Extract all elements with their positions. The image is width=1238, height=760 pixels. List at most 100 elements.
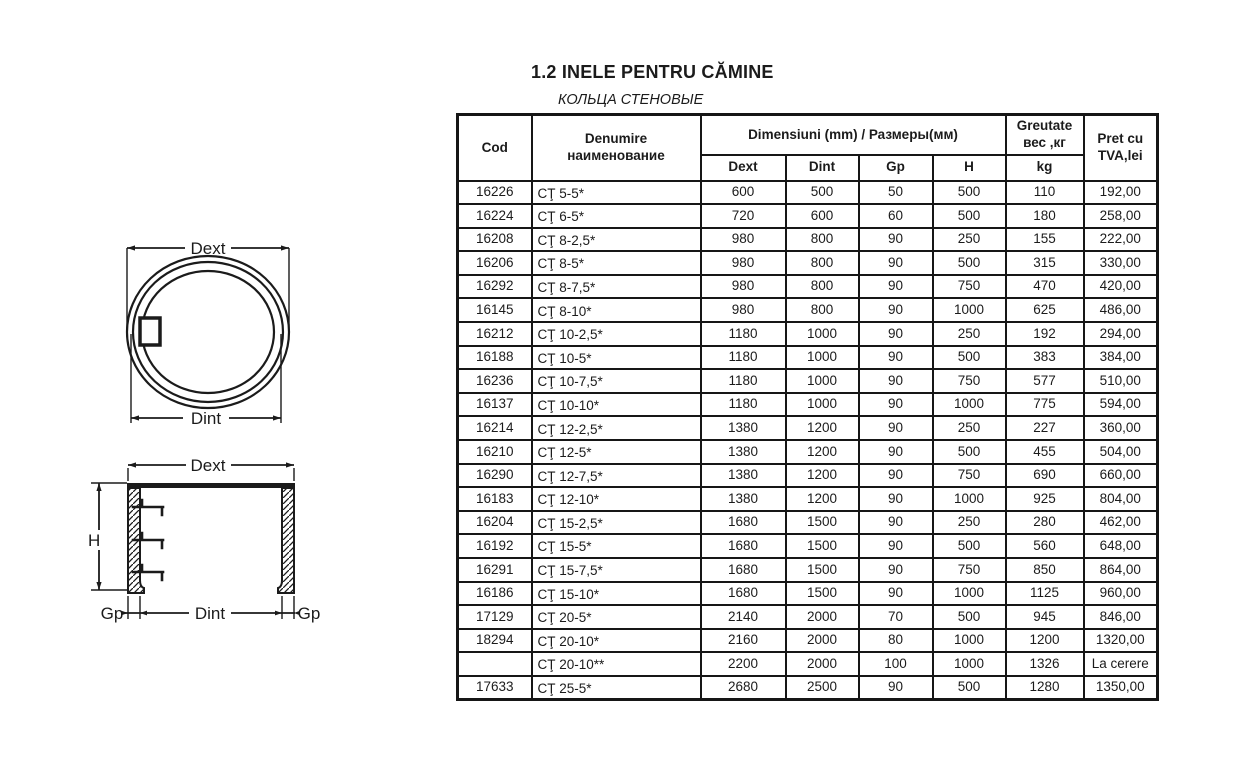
cell-dint: 1500 [784, 580, 860, 607]
cell-dint: 1200 [784, 462, 860, 489]
cell-dext: 720 [699, 203, 787, 229]
table-row: 16186 CŢ 15-10* 1680 1500 90 1000 1125 9… [456, 580, 1159, 607]
table-row: 16208 CŢ 8-2,5* 980 800 90 250 155 222,0… [456, 226, 1159, 253]
cell-gp: 90 [857, 226, 934, 253]
table-row: 16206 CŢ 8-5* 980 800 90 500 315 330,00 [456, 250, 1159, 276]
cell-dint: 1200 [784, 415, 860, 442]
arrow-left-icon [128, 462, 136, 468]
table-row: 16137 CŢ 10-10* 1180 1000 90 1000 775 59… [456, 391, 1159, 418]
plan-dint-dimension [130, 334, 282, 423]
ring-section-view-diagram: Dext H Gp Dint Gp [88, 456, 321, 623]
cell-denumire: CŢ 15-7,5* [530, 557, 702, 583]
cell-dext: 980 [699, 297, 787, 324]
cell-dext: 1680 [699, 533, 787, 559]
cell-gp: 90 [857, 533, 934, 559]
cell-gp: 90 [857, 344, 934, 371]
ring-plan-view-diagram: Dext Dint [125, 239, 291, 428]
cell-h: 1000 [931, 486, 1007, 512]
cell-gp: 90 [857, 415, 934, 442]
cell-cod: 16292 [456, 273, 533, 300]
cell-denumire: CŢ 8-10* [530, 297, 702, 324]
cell-cod: 16226 [456, 179, 533, 206]
cell-denumire: CŢ 8-2,5* [530, 226, 702, 253]
cell-denumire: CŢ 15-5* [530, 533, 702, 559]
cell-pret: 960,00 [1082, 580, 1159, 607]
cell-dext: 1180 [699, 391, 787, 418]
cell-dext: 2140 [699, 604, 787, 630]
cell-kg: 470 [1004, 273, 1085, 300]
header-h: H [931, 153, 1007, 182]
cell-h: 750 [931, 368, 1007, 394]
arrow-left-icon [294, 610, 300, 616]
section-gp-right-label: Gp [298, 604, 321, 623]
cell-dext: 1680 [699, 557, 787, 583]
cell-pret: 192,00 [1082, 179, 1159, 206]
cell-kg: 227 [1004, 415, 1085, 442]
cell-dext: 2160 [699, 627, 787, 654]
cell-dext: 1680 [699, 580, 787, 607]
cell-denumire: CŢ 15-2,5* [530, 509, 702, 536]
cell-pret: 804,00 [1082, 486, 1159, 512]
cell-h: 500 [931, 250, 1007, 276]
cell-kg: 925 [1004, 486, 1085, 512]
table-row: 16145 CŢ 8-10* 980 800 90 1000 625 486,0… [456, 297, 1159, 324]
cell-denumire: CŢ 15-10* [530, 580, 702, 607]
cell-pret: 294,00 [1082, 321, 1159, 347]
cell-cod: 16188 [456, 344, 533, 371]
cell-dext: 1380 [699, 486, 787, 512]
cell-pret: 360,00 [1082, 415, 1159, 442]
cell-dext: 1380 [699, 439, 787, 465]
cell-pret: 384,00 [1082, 344, 1159, 371]
cell-dext: 2200 [699, 651, 787, 677]
page-title: 1.2 INELE PENTRU CĂMINE [531, 62, 774, 82]
cell-h: 1000 [931, 580, 1007, 607]
cell-denumire: CŢ 10-7,5* [530, 368, 702, 394]
cell-pret: 462,00 [1082, 509, 1159, 536]
cell-kg: 850 [1004, 557, 1085, 583]
cell-pret: 510,00 [1082, 368, 1159, 394]
arrow-down-icon [96, 582, 102, 590]
cell-h: 1000 [931, 651, 1007, 677]
cell-pret: 648,00 [1082, 533, 1159, 559]
price-table: Cod Denumire наименование Dimensiuni (mm… [456, 113, 1159, 702]
cell-cod: 16137 [456, 391, 533, 418]
cell-gp: 90 [857, 391, 934, 418]
cell-kg: 625 [1004, 297, 1085, 324]
cell-cod: 16212 [456, 321, 533, 347]
table-body: 16226 CŢ 5-5* 600 500 50 500 110 192,00 … [456, 179, 1159, 701]
cell-denumire: CŢ 20-10** [530, 651, 702, 677]
cell-denumire: CŢ 5-5* [530, 179, 702, 206]
arrow-left-icon [140, 610, 147, 616]
cell-pret: 1350,00 [1082, 674, 1159, 701]
cell-gp: 80 [857, 627, 934, 654]
cell-pret: 420,00 [1082, 273, 1159, 300]
cell-gp: 90 [857, 557, 934, 583]
plan-dint-label: Dint [191, 409, 222, 428]
cell-h: 500 [931, 674, 1007, 701]
cell-denumire: CŢ 8-5* [530, 250, 702, 276]
arrow-right-icon [121, 610, 128, 616]
cell-cod: 16210 [456, 439, 533, 465]
cell-denumire: CŢ 20-10* [530, 627, 702, 654]
header-greutate-ru: вес ,кг [1023, 134, 1066, 150]
cell-h: 250 [931, 226, 1007, 253]
cell-cod: 16214 [456, 415, 533, 442]
cell-denumire: CŢ 20-5* [530, 604, 702, 630]
cell-denumire: CŢ 6-5* [530, 203, 702, 229]
plan-dext-label: Dext [191, 239, 226, 258]
ring-middle-ellipse [131, 260, 285, 404]
cell-gp: 90 [857, 439, 934, 465]
cell-dext: 1180 [699, 321, 787, 347]
cell-kg: 280 [1004, 509, 1085, 536]
arrow-left-icon [131, 415, 139, 421]
cell-kg: 1125 [1004, 580, 1085, 607]
cell-h: 250 [931, 509, 1007, 536]
cell-dint: 1000 [784, 368, 860, 394]
table-row: 16212 CŢ 10-2,5* 1180 1000 90 250 192 29… [456, 321, 1159, 347]
table-row: CŢ 20-10** 2200 2000 100 1000 1326 La ce… [456, 651, 1159, 677]
cell-pret: 1320,00 [1082, 627, 1159, 654]
cell-dint: 2000 [784, 604, 860, 630]
cell-dext: 980 [699, 273, 787, 300]
cell-gp: 90 [857, 273, 934, 300]
cell-dext: 1180 [699, 368, 787, 394]
